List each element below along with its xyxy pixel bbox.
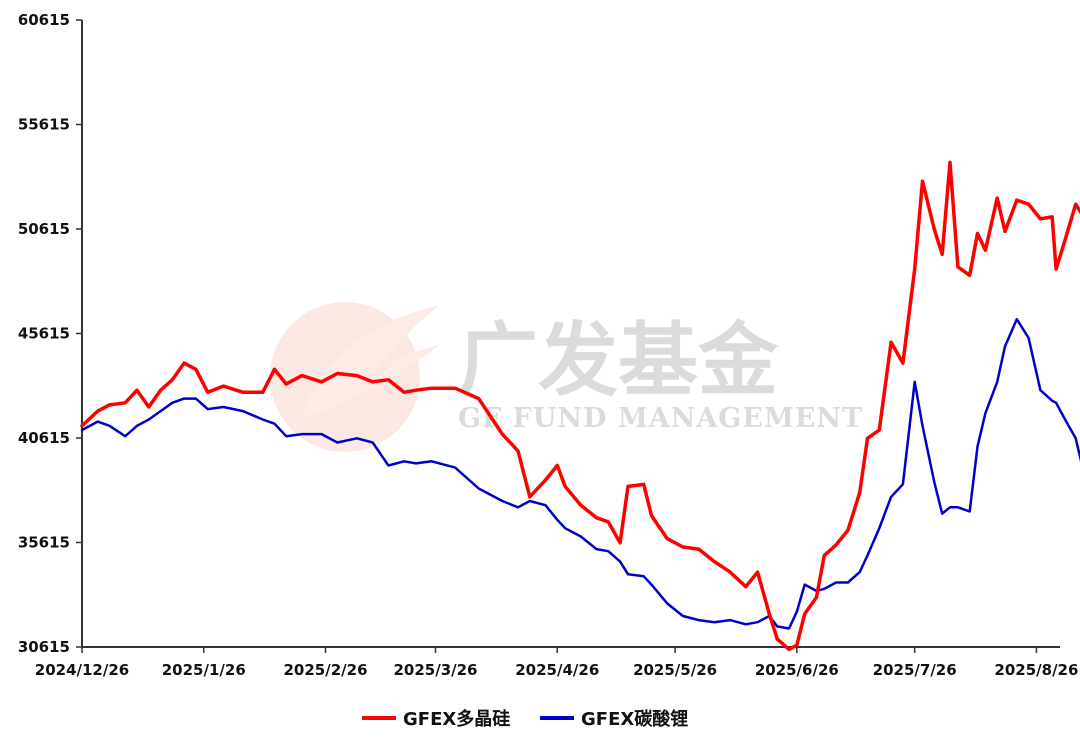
x-tick-label: 2025/2/26	[284, 661, 368, 679]
x-tick-label: 2024/12/26	[35, 661, 129, 679]
x-tick-label: 2025/7/26	[873, 661, 957, 679]
legend-label: GFEX多晶硅	[403, 708, 510, 730]
series-line	[80, 317, 1080, 630]
watermark-text-en: GF FUND MANAGEMENT	[458, 403, 863, 434]
y-tick-label: 35615	[18, 534, 70, 552]
y-tick-label: 55615	[18, 116, 70, 134]
series-line	[80, 160, 1080, 652]
x-tick-label: 2025/5/26	[633, 661, 717, 679]
x-tick-label: 2025/6/26	[755, 661, 839, 679]
x-tick-label: 2025/1/26	[162, 661, 246, 679]
y-tick-label: 60615	[18, 11, 70, 29]
watermark-flame-icon	[300, 305, 440, 420]
y-tick-label: 40615	[18, 429, 70, 447]
watermark-logo-icon	[270, 302, 420, 452]
y-tick-label: 30615	[18, 638, 70, 656]
series-layer	[80, 160, 1080, 652]
y-tick-label: 45615	[18, 325, 70, 343]
axes: 30615 35615 40615 45615 50615 55615 60615 2024/…	[18, 11, 1079, 679]
x-tick-label: 2025/4/26	[515, 661, 599, 679]
watermark-text-cn: 广发基金	[458, 314, 779, 407]
y-tick-label: 50615	[18, 220, 70, 238]
watermark: 广发基金 GF FUND MANAGEMENT	[270, 302, 863, 452]
x-tick-label: 2025/8/26	[994, 661, 1078, 679]
x-tick-label: 2025/3/26	[393, 661, 477, 679]
legend-label: GFEX碳酸锂	[581, 708, 688, 730]
legend: GFEX多晶硅 GFEX碳酸锂	[362, 708, 688, 730]
